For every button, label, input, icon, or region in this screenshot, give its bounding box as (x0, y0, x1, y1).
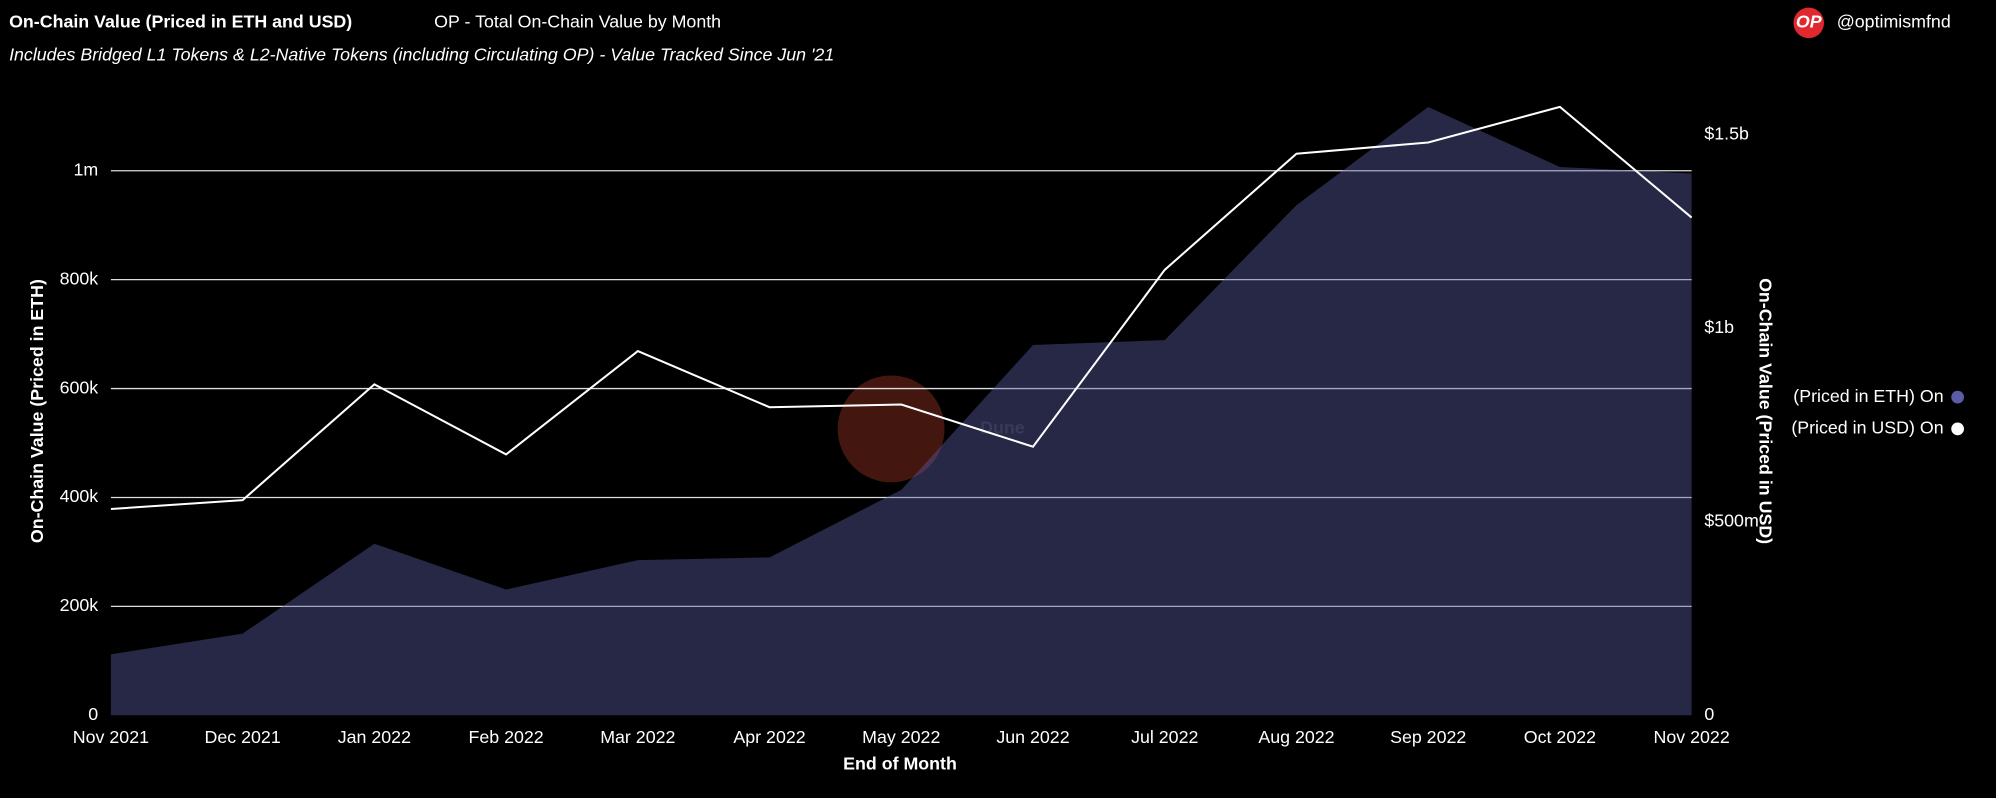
y2-tick-label: $1b (1704, 317, 1734, 337)
x-tick-label: Dec 2021 (205, 727, 281, 747)
x-tick-label: Jul 2022 (1131, 727, 1198, 747)
x-tick-label: Nov 2021 (73, 727, 149, 747)
x-tick-label: Jan 2022 (338, 727, 411, 747)
chart-description: Includes Bridged L1 Tokens & L2-Native T… (9, 45, 834, 65)
area (110, 107, 1692, 716)
y-axis-label: On-Chain Value (Priced in ETH) (27, 279, 47, 543)
legend-label: (Priced in ETH) On (1793, 386, 1943, 406)
x-tick-label: Oct 2022 (1524, 727, 1596, 747)
plot (110, 105, 1693, 716)
y-tick-label: 0 (88, 704, 98, 724)
x-axis-label: End of Month (843, 754, 957, 774)
legend-marker (1951, 422, 1964, 436)
x-tick-label: Nov 2022 (1654, 727, 1730, 747)
chart-subtitle: OP - Total On-Chain Value by Month (434, 12, 721, 32)
y2-tick-label: $1.5b (1704, 123, 1749, 143)
legend-marker (1951, 390, 1964, 404)
y-tick-label: 1m (73, 159, 98, 179)
x-tick-label: Sep 2022 (1390, 727, 1466, 747)
x-tick-label: Mar 2022 (600, 727, 675, 747)
legend-label: (Priced in USD) On (1791, 418, 1943, 438)
chart-title: On-Chain Value (Priced in ETH and USD) (9, 12, 352, 32)
x-tick-label: Feb 2022 (468, 727, 543, 747)
y-tick-label: 600k (60, 377, 99, 397)
line (110, 105, 1693, 511)
y2-axis-label: On-Chain Value (Priced in USD) (1755, 278, 1775, 544)
x-tick-label: May 2022 (862, 727, 940, 747)
account[interactable]: @optimismfnd (1837, 12, 1951, 32)
logo-badge (1793, 7, 1824, 39)
x-tick-label: Apr 2022 (733, 727, 805, 747)
watermark-logo (837, 375, 945, 483)
x-tick-label: Jun 2022 (996, 727, 1069, 747)
y-tick-label: 400k (60, 486, 99, 506)
y2-tick-label: $500m (1704, 510, 1758, 530)
y-tick-label: 200k (60, 595, 99, 615)
x-tick-label: Aug 2022 (1258, 727, 1334, 747)
y-tick-label: 800k (60, 268, 99, 288)
y2-tick-label: 0 (1704, 704, 1714, 724)
logo-text: OP (1796, 12, 1822, 32)
